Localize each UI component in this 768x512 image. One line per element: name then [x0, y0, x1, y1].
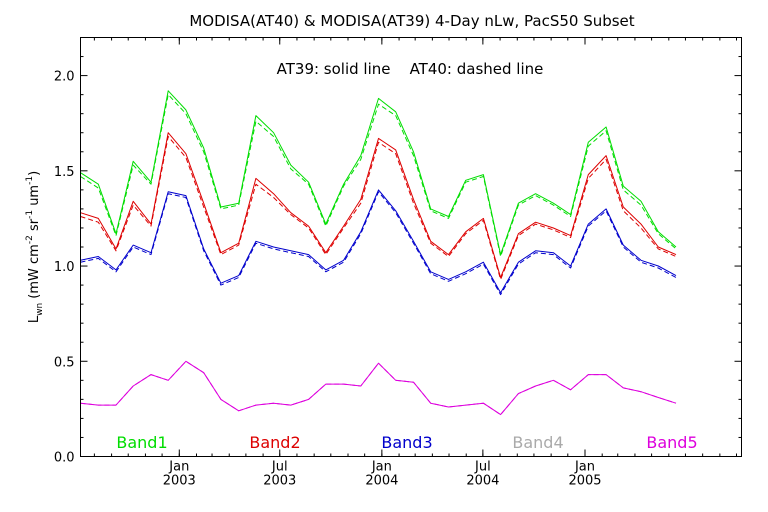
x-tick-month-label: Jan [371, 460, 392, 475]
y-axis-label: Lwn (mW cm-2 sr-1 um-1) [25, 171, 45, 323]
axes: 0.00.51.01.52.0Jan2003Jul2003Jan2004Jul2… [54, 37, 742, 489]
x-tick-month-label: Jan [168, 460, 189, 475]
plot-area [80, 90, 677, 416]
line-style-note: AT39: solid line AT40: dashed line [277, 60, 544, 78]
y-tick-label: 0.5 [54, 355, 75, 370]
y-label-um: um [27, 185, 42, 210]
x-tick-year-label: 2003 [163, 474, 196, 489]
legend-band3: Band3 [381, 433, 432, 452]
x-tick-month-label: Jul [474, 460, 491, 475]
y-label-main: L [27, 315, 42, 323]
y-label-units: (mW cm [27, 244, 42, 299]
legend: Band1 Band2 Band3 Band4 Band5 [116, 433, 697, 452]
x-tick-year-label: 2005 [568, 474, 601, 489]
x-tick-year-label: 2004 [365, 474, 398, 489]
y-tick-label: 1.0 [54, 260, 75, 275]
x-tick-year-label: 2004 [466, 474, 499, 489]
legend-band4: Band4 [512, 433, 563, 452]
band1-dashed-line [80, 94, 677, 257]
band3-dashed-line [80, 191, 677, 296]
y-label-sub: wn [35, 303, 45, 316]
x-tick-year-label: 2003 [263, 474, 296, 489]
y-tick-label: 2.0 [54, 70, 75, 85]
legend-band5: Band5 [646, 433, 697, 452]
x-tick-month-label: Jul [271, 460, 288, 475]
band5-solid-line [80, 360, 677, 416]
y-tick-label: 0.0 [54, 451, 75, 466]
legend-band2: Band2 [249, 433, 300, 452]
y-label-sr: sr [27, 218, 42, 235]
chart-title: MODISA(AT40) & MODISA(AT39) 4-Day nLw, P… [189, 12, 634, 30]
band3-solid-line [80, 189, 677, 294]
y-label-exp2: -1 [25, 210, 35, 219]
band1-solid-line [80, 90, 677, 256]
y-label-exp1: -2 [25, 235, 35, 244]
legend-band1: Band1 [116, 433, 167, 452]
y-label-exp3: -1 [25, 176, 35, 185]
band2-solid-line [80, 132, 677, 278]
y-tick-label: 1.5 [54, 165, 75, 180]
y-label-close: ) [27, 171, 42, 176]
band2-dashed-line [80, 136, 677, 280]
x-tick-month-label: Jan [574, 460, 595, 475]
